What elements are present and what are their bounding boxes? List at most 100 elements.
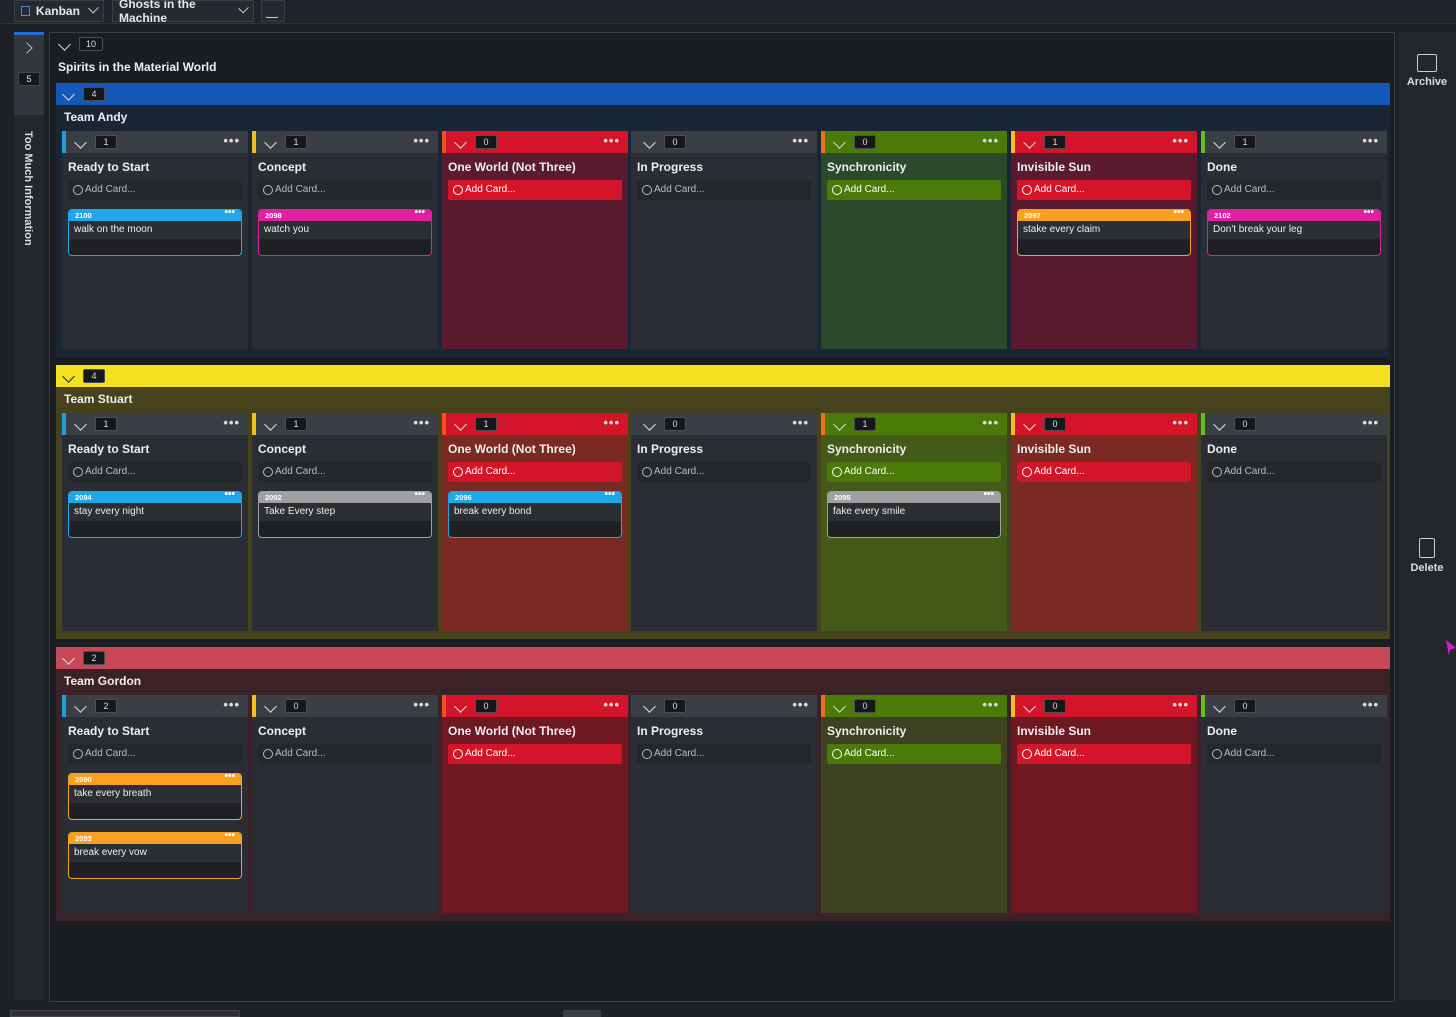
- collapse-column-icon[interactable]: [454, 699, 467, 713]
- more-options-icon[interactable]: •••: [792, 133, 809, 148]
- add-card-button[interactable]: Add Card...: [68, 180, 242, 200]
- more-options-icon[interactable]: •••: [1362, 697, 1379, 712]
- more-options-icon[interactable]: •••: [223, 415, 240, 430]
- archive-button[interactable]: Archive: [1398, 54, 1456, 88]
- kanban-card[interactable]: 2096 ••• break every bond: [448, 491, 622, 538]
- kanban-card[interactable]: 2095 ••• fake every smile: [827, 491, 1001, 538]
- collapse-column-icon[interactable]: [264, 135, 277, 149]
- add-card-button[interactable]: Add Card...: [258, 180, 432, 200]
- more-options-icon[interactable]: •••: [792, 415, 809, 430]
- delete-button[interactable]: Delete: [1398, 538, 1456, 574]
- card-menu-icon[interactable]: •••: [983, 491, 994, 500]
- add-card-button[interactable]: Add Card...: [258, 744, 432, 764]
- add-card-button[interactable]: Add Card...: [637, 180, 811, 200]
- add-card-button[interactable]: Add Card...: [1207, 462, 1381, 482]
- more-options-icon[interactable]: •••: [603, 697, 620, 712]
- collapse-swimlane-icon[interactable]: [62, 369, 75, 383]
- flask-button[interactable]: [261, 0, 285, 22]
- horizontal-scrollbar-thumb[interactable]: [563, 1010, 601, 1017]
- collapse-swimlane-icon[interactable]: [62, 651, 75, 665]
- kanban-card[interactable]: 2102 ••• Don't break your leg: [1207, 209, 1381, 256]
- collapse-column-icon[interactable]: [74, 699, 87, 713]
- add-card-button[interactable]: Add Card...: [1207, 180, 1381, 200]
- collapse-column-icon[interactable]: [643, 417, 656, 431]
- kanban-card[interactable]: 2100 ••• walk on the moon: [68, 209, 242, 256]
- card-menu-icon[interactable]: •••: [604, 491, 615, 500]
- add-card-button[interactable]: Add Card...: [68, 462, 242, 482]
- card-menu-icon[interactable]: •••: [224, 209, 235, 218]
- add-card-button[interactable]: Add Card...: [448, 462, 622, 482]
- add-card-button[interactable]: Add Card...: [1017, 744, 1191, 764]
- collapse-column-icon[interactable]: [454, 417, 467, 431]
- more-options-icon[interactable]: •••: [982, 133, 999, 148]
- collapse-column-icon[interactable]: [1023, 135, 1036, 149]
- more-options-icon[interactable]: •••: [1172, 415, 1189, 430]
- card-menu-icon[interactable]: •••: [414, 209, 425, 218]
- add-card-button[interactable]: Add Card...: [448, 180, 622, 200]
- more-options-icon[interactable]: •••: [1362, 415, 1379, 430]
- more-options-icon[interactable]: •••: [792, 697, 809, 712]
- collapse-column-icon[interactable]: [1213, 699, 1226, 713]
- collapse-column-icon[interactable]: [1023, 417, 1036, 431]
- card-menu-icon[interactable]: •••: [224, 832, 235, 841]
- more-options-icon[interactable]: •••: [413, 415, 430, 430]
- collapse-column-icon[interactable]: [1213, 417, 1226, 431]
- kanban-card[interactable]: 2094 ••• stay every night: [68, 491, 242, 538]
- more-options-icon[interactable]: •••: [603, 415, 620, 430]
- collapse-column-icon[interactable]: [833, 135, 846, 149]
- add-card-button[interactable]: Add Card...: [68, 744, 242, 764]
- add-card-button[interactable]: Add Card...: [827, 462, 1001, 482]
- more-options-icon[interactable]: •••: [223, 133, 240, 148]
- collapse-board-icon[interactable]: [58, 37, 71, 51]
- card-menu-icon[interactable]: •••: [224, 491, 235, 500]
- collapse-column-icon[interactable]: [833, 699, 846, 713]
- more-options-icon[interactable]: •••: [413, 697, 430, 712]
- more-options-icon[interactable]: •••: [603, 133, 620, 148]
- card-menu-icon[interactable]: •••: [1173, 209, 1184, 218]
- add-card-button[interactable]: Add Card...: [1017, 180, 1191, 200]
- expand-panel-button[interactable]: 5: [14, 35, 44, 115]
- collapse-column-icon[interactable]: [264, 699, 277, 713]
- card-menu-icon[interactable]: •••: [1363, 209, 1374, 218]
- kanban-column: 0 ••• Invisible Sun Add Card...: [1011, 695, 1197, 913]
- more-options-icon[interactable]: •••: [982, 415, 999, 430]
- more-options-icon[interactable]: •••: [1172, 133, 1189, 148]
- more-options-icon[interactable]: •••: [1362, 133, 1379, 148]
- add-card-button[interactable]: Add Card...: [637, 744, 811, 764]
- card-title: break every bond: [449, 503, 621, 521]
- collapse-swimlane-icon[interactable]: [62, 87, 75, 101]
- more-options-icon[interactable]: •••: [223, 697, 240, 712]
- horizontal-scrollbar[interactable]: [10, 1010, 240, 1017]
- card-menu-icon[interactable]: •••: [414, 491, 425, 500]
- collapse-column-icon[interactable]: [833, 417, 846, 431]
- kanban-card[interactable]: 2098 ••• watch you: [258, 209, 432, 256]
- collapse-column-icon[interactable]: [74, 417, 87, 431]
- column-count: 0: [475, 699, 497, 713]
- add-card-button[interactable]: Add Card...: [1017, 462, 1191, 482]
- collapse-column-icon[interactable]: [74, 135, 87, 149]
- kanban-card[interactable]: 2092 ••• Take Every step: [258, 491, 432, 538]
- kanban-card[interactable]: 2097 ••• stake every claim: [1017, 209, 1191, 256]
- board-selector[interactable]: Ghosts in the Machine: [112, 0, 254, 25]
- collapse-column-icon[interactable]: [1023, 699, 1036, 713]
- more-options-icon[interactable]: •••: [982, 697, 999, 712]
- more-options-icon[interactable]: •••: [413, 133, 430, 148]
- collapse-column-icon[interactable]: [264, 417, 277, 431]
- collapse-column-icon[interactable]: [1213, 135, 1226, 149]
- add-card-button[interactable]: Add Card...: [1207, 744, 1381, 764]
- add-card-button[interactable]: Add Card...: [827, 180, 1001, 200]
- kanban-card[interactable]: 2093 ••• break every vow: [68, 832, 242, 879]
- add-card-button[interactable]: Add Card...: [827, 744, 1001, 764]
- more-options-icon[interactable]: •••: [1172, 697, 1189, 712]
- kanban-card[interactable]: 2090 ••• take every breath: [68, 773, 242, 820]
- collapse-column-icon[interactable]: [454, 135, 467, 149]
- add-card-button[interactable]: Add Card...: [258, 462, 432, 482]
- kanban-column: 1 ••• Done Add Card... 2102 ••• Don't break yo…: [1201, 131, 1387, 349]
- view-selector[interactable]: Kanban: [14, 0, 104, 22]
- collapse-column-icon[interactable]: [643, 699, 656, 713]
- add-card-button[interactable]: Add Card...: [448, 744, 622, 764]
- collapse-column-icon[interactable]: [643, 135, 656, 149]
- add-card-button[interactable]: Add Card...: [637, 462, 811, 482]
- kanban-column: 0 ••• Invisible Sun Add Card...: [1011, 413, 1197, 631]
- card-menu-icon[interactable]: •••: [224, 773, 235, 782]
